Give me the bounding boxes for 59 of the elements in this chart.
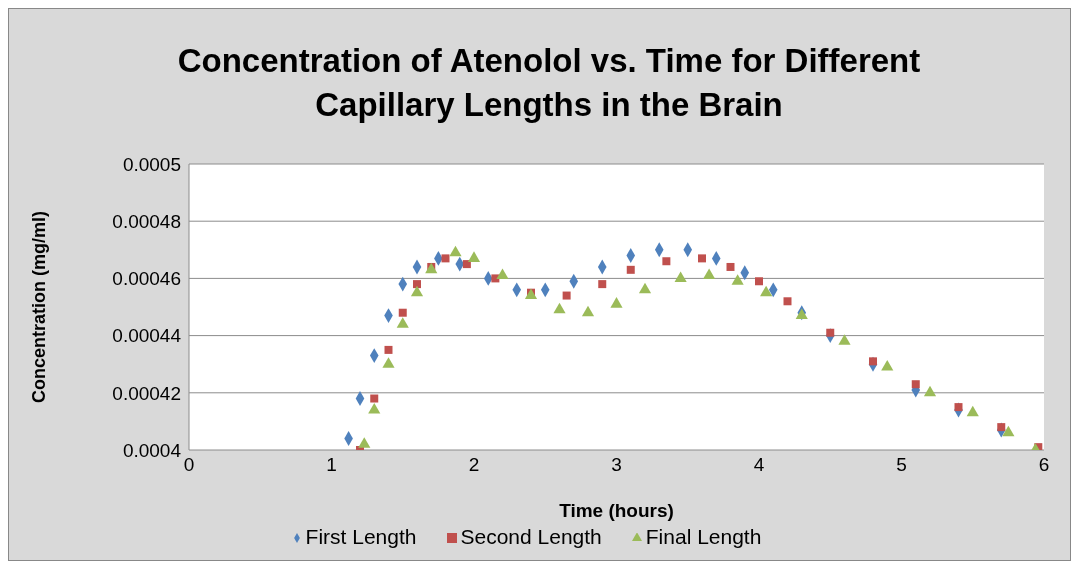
point <box>370 394 379 403</box>
point <box>638 282 652 294</box>
x-tick-label: 1 <box>326 454 337 476</box>
chart-title: Concentration of Atenolol vs. Time for Different Capillary Lengths in the Brain <box>176 41 922 125</box>
point <box>358 437 371 448</box>
x-tick-label: 4 <box>753 454 765 476</box>
point <box>441 254 450 263</box>
point <box>911 380 920 389</box>
point <box>449 245 462 257</box>
point <box>783 297 792 306</box>
y-tick-label: 0.00048 <box>112 210 181 232</box>
point <box>674 271 687 282</box>
y-tick-label: 0.00042 <box>112 382 181 404</box>
point <box>384 345 393 354</box>
point <box>462 260 471 269</box>
point <box>467 251 481 262</box>
x-tick-label: 2 <box>468 454 480 476</box>
point <box>698 254 706 263</box>
point <box>954 403 963 412</box>
y-tick-label: 0.00046 <box>112 268 181 290</box>
y-axis-title: Concentration (mg/ml) <box>29 211 50 403</box>
point <box>760 285 773 297</box>
point <box>703 268 716 280</box>
point <box>491 274 500 283</box>
x-tick-label: 3 <box>611 454 622 476</box>
point <box>838 334 851 345</box>
x-axis-title: Time (hours) <box>559 500 674 521</box>
point <box>598 280 607 289</box>
point <box>997 423 1006 432</box>
point <box>881 360 894 371</box>
point <box>496 268 509 280</box>
legend-label: Second Length <box>460 525 602 548</box>
point <box>610 297 623 308</box>
point <box>1002 425 1015 437</box>
point <box>413 280 421 289</box>
point <box>726 262 735 271</box>
point <box>553 302 566 314</box>
point <box>923 385 937 397</box>
y-tick-label: 0.00044 <box>112 325 182 347</box>
point <box>826 328 835 337</box>
point <box>662 257 671 266</box>
legend-label: Final Length <box>645 525 762 548</box>
point <box>382 357 395 368</box>
point <box>562 291 571 300</box>
legend-label: First Length <box>305 525 417 548</box>
point <box>626 265 635 274</box>
point <box>581 305 595 317</box>
point <box>398 308 407 317</box>
point <box>410 285 424 297</box>
point <box>368 402 381 414</box>
x-tick-label: 6 <box>1038 454 1050 476</box>
point <box>396 317 409 328</box>
point <box>731 274 744 285</box>
y-tick-label: 0.0004 <box>122 439 182 461</box>
x-tick-label: 5 <box>896 454 907 476</box>
y-tick-label: 0.0005 <box>122 153 181 175</box>
point <box>966 405 979 417</box>
point <box>755 277 763 286</box>
x-tick-label: 0 <box>183 454 195 476</box>
